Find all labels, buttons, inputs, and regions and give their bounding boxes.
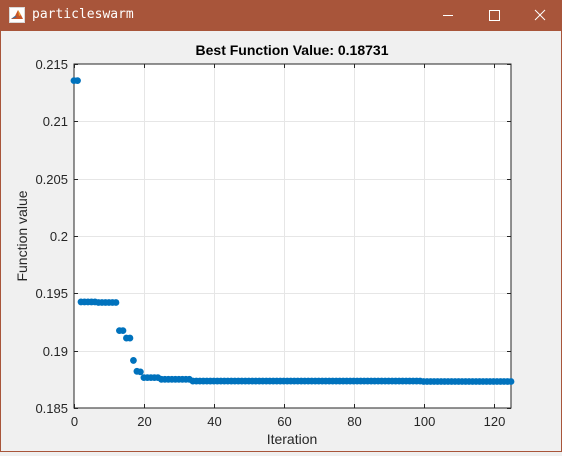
minimize-icon	[443, 15, 453, 16]
x-tick-label: 80	[347, 414, 361, 429]
data-point	[507, 378, 515, 385]
x-tick-label: 40	[207, 414, 221, 429]
title-bar[interactable]: particleswarm	[1, 0, 562, 31]
close-button[interactable]	[517, 0, 562, 31]
figure-canvas: 0 20 40 60 80 100 120 0.185 0.19 0.195 0.2 0.205 0.2…	[1, 31, 562, 451]
y-tick-label: 0.215	[35, 57, 68, 72]
x-tick-label: 100	[414, 414, 436, 429]
maximize-icon	[489, 10, 500, 21]
data-point	[119, 327, 127, 334]
chart-title: Best Function Value: 0.18731	[196, 42, 389, 58]
y-tick-label: 0.21	[43, 114, 68, 129]
y-tick-label: 0.2	[50, 229, 68, 244]
x-axis-label: Iteration	[267, 431, 318, 447]
data-point	[137, 368, 144, 376]
x-tick-label: 120	[484, 414, 506, 429]
y-tick-label: 0.185	[35, 401, 68, 416]
axes-chart[interactable]: 0 20 40 60 80 100 120 0.185 0.19 0.195 0.2 0.205 0.2…	[1, 31, 562, 451]
window-title: particleswarm	[32, 7, 134, 22]
ticks: 0 20 40 60 80 100 120 0.185 0.19 0.195 0.2 0.205 0.2…	[35, 57, 511, 429]
x-tick-label: 20	[137, 414, 151, 429]
y-axis-label: Function value	[14, 190, 30, 281]
data-point	[74, 77, 81, 85]
maximize-button[interactable]	[471, 0, 517, 31]
y-tick-label: 0.19	[43, 344, 68, 359]
grid	[74, 64, 511, 408]
x-tick-label: 60	[277, 414, 291, 429]
y-tick-label: 0.205	[35, 172, 68, 187]
y-tick-label: 0.195	[35, 286, 68, 301]
data-point	[130, 357, 137, 364]
data-point	[126, 334, 134, 342]
data-point	[112, 299, 120, 306]
minimize-button[interactable]	[425, 0, 471, 31]
x-tick-label: 0	[71, 414, 78, 429]
data-points	[70, 77, 515, 385]
matlab-logo-icon	[9, 7, 25, 23]
close-icon	[534, 9, 546, 21]
